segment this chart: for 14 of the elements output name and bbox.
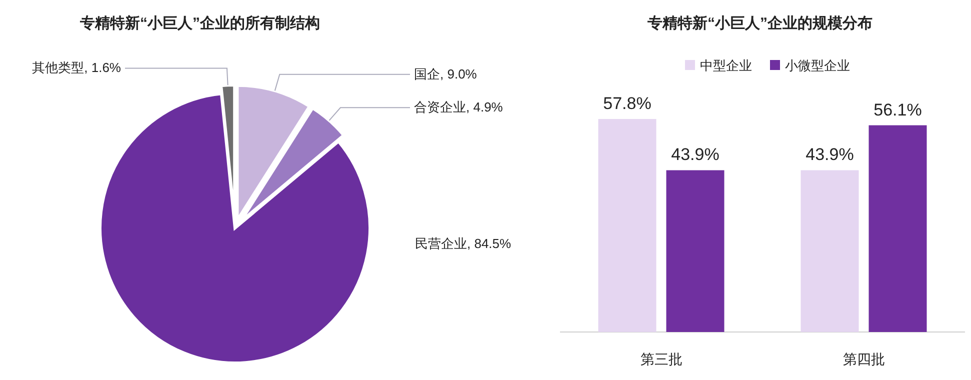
chart-title: 专精特新“小巨人”企业的所有制结构 <box>79 14 320 32</box>
chart-title: 专精特新“小巨人”企业的规模分布 <box>646 14 872 32</box>
slice-label: 合资企业, 4.9% <box>414 100 504 115</box>
data-label: 43.9% <box>671 145 720 164</box>
data-label: 56.1% <box>874 100 922 120</box>
legend-label: 小微型企业 <box>785 58 850 73</box>
slice-label: 民营企业, 84.5% <box>415 236 512 251</box>
legend-label: 中型企业 <box>700 58 752 73</box>
data-label: 43.9% <box>806 145 854 164</box>
data-label: 57.8% <box>603 94 652 113</box>
x-tick-label: 第三批 <box>640 351 682 367</box>
x-tick-label: 第四批 <box>842 351 885 367</box>
slice-label: 国企, 9.0% <box>414 66 478 82</box>
slice-label: 其他类型, 1.6% <box>32 60 122 76</box>
